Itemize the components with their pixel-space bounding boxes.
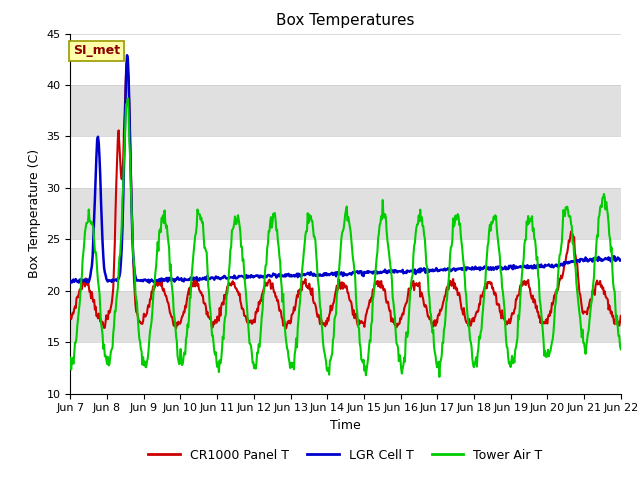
Title: Box Temperatures: Box Temperatures	[276, 13, 415, 28]
Y-axis label: Box Temperature (C): Box Temperature (C)	[28, 149, 41, 278]
Legend: CR1000 Panel T, LGR Cell T, Tower Air T: CR1000 Panel T, LGR Cell T, Tower Air T	[143, 444, 548, 467]
Bar	[70, 291, 621, 342]
Text: SI_met: SI_met	[73, 44, 120, 58]
Bar	[70, 85, 621, 136]
X-axis label: Time: Time	[330, 419, 361, 432]
Bar	[70, 188, 621, 240]
